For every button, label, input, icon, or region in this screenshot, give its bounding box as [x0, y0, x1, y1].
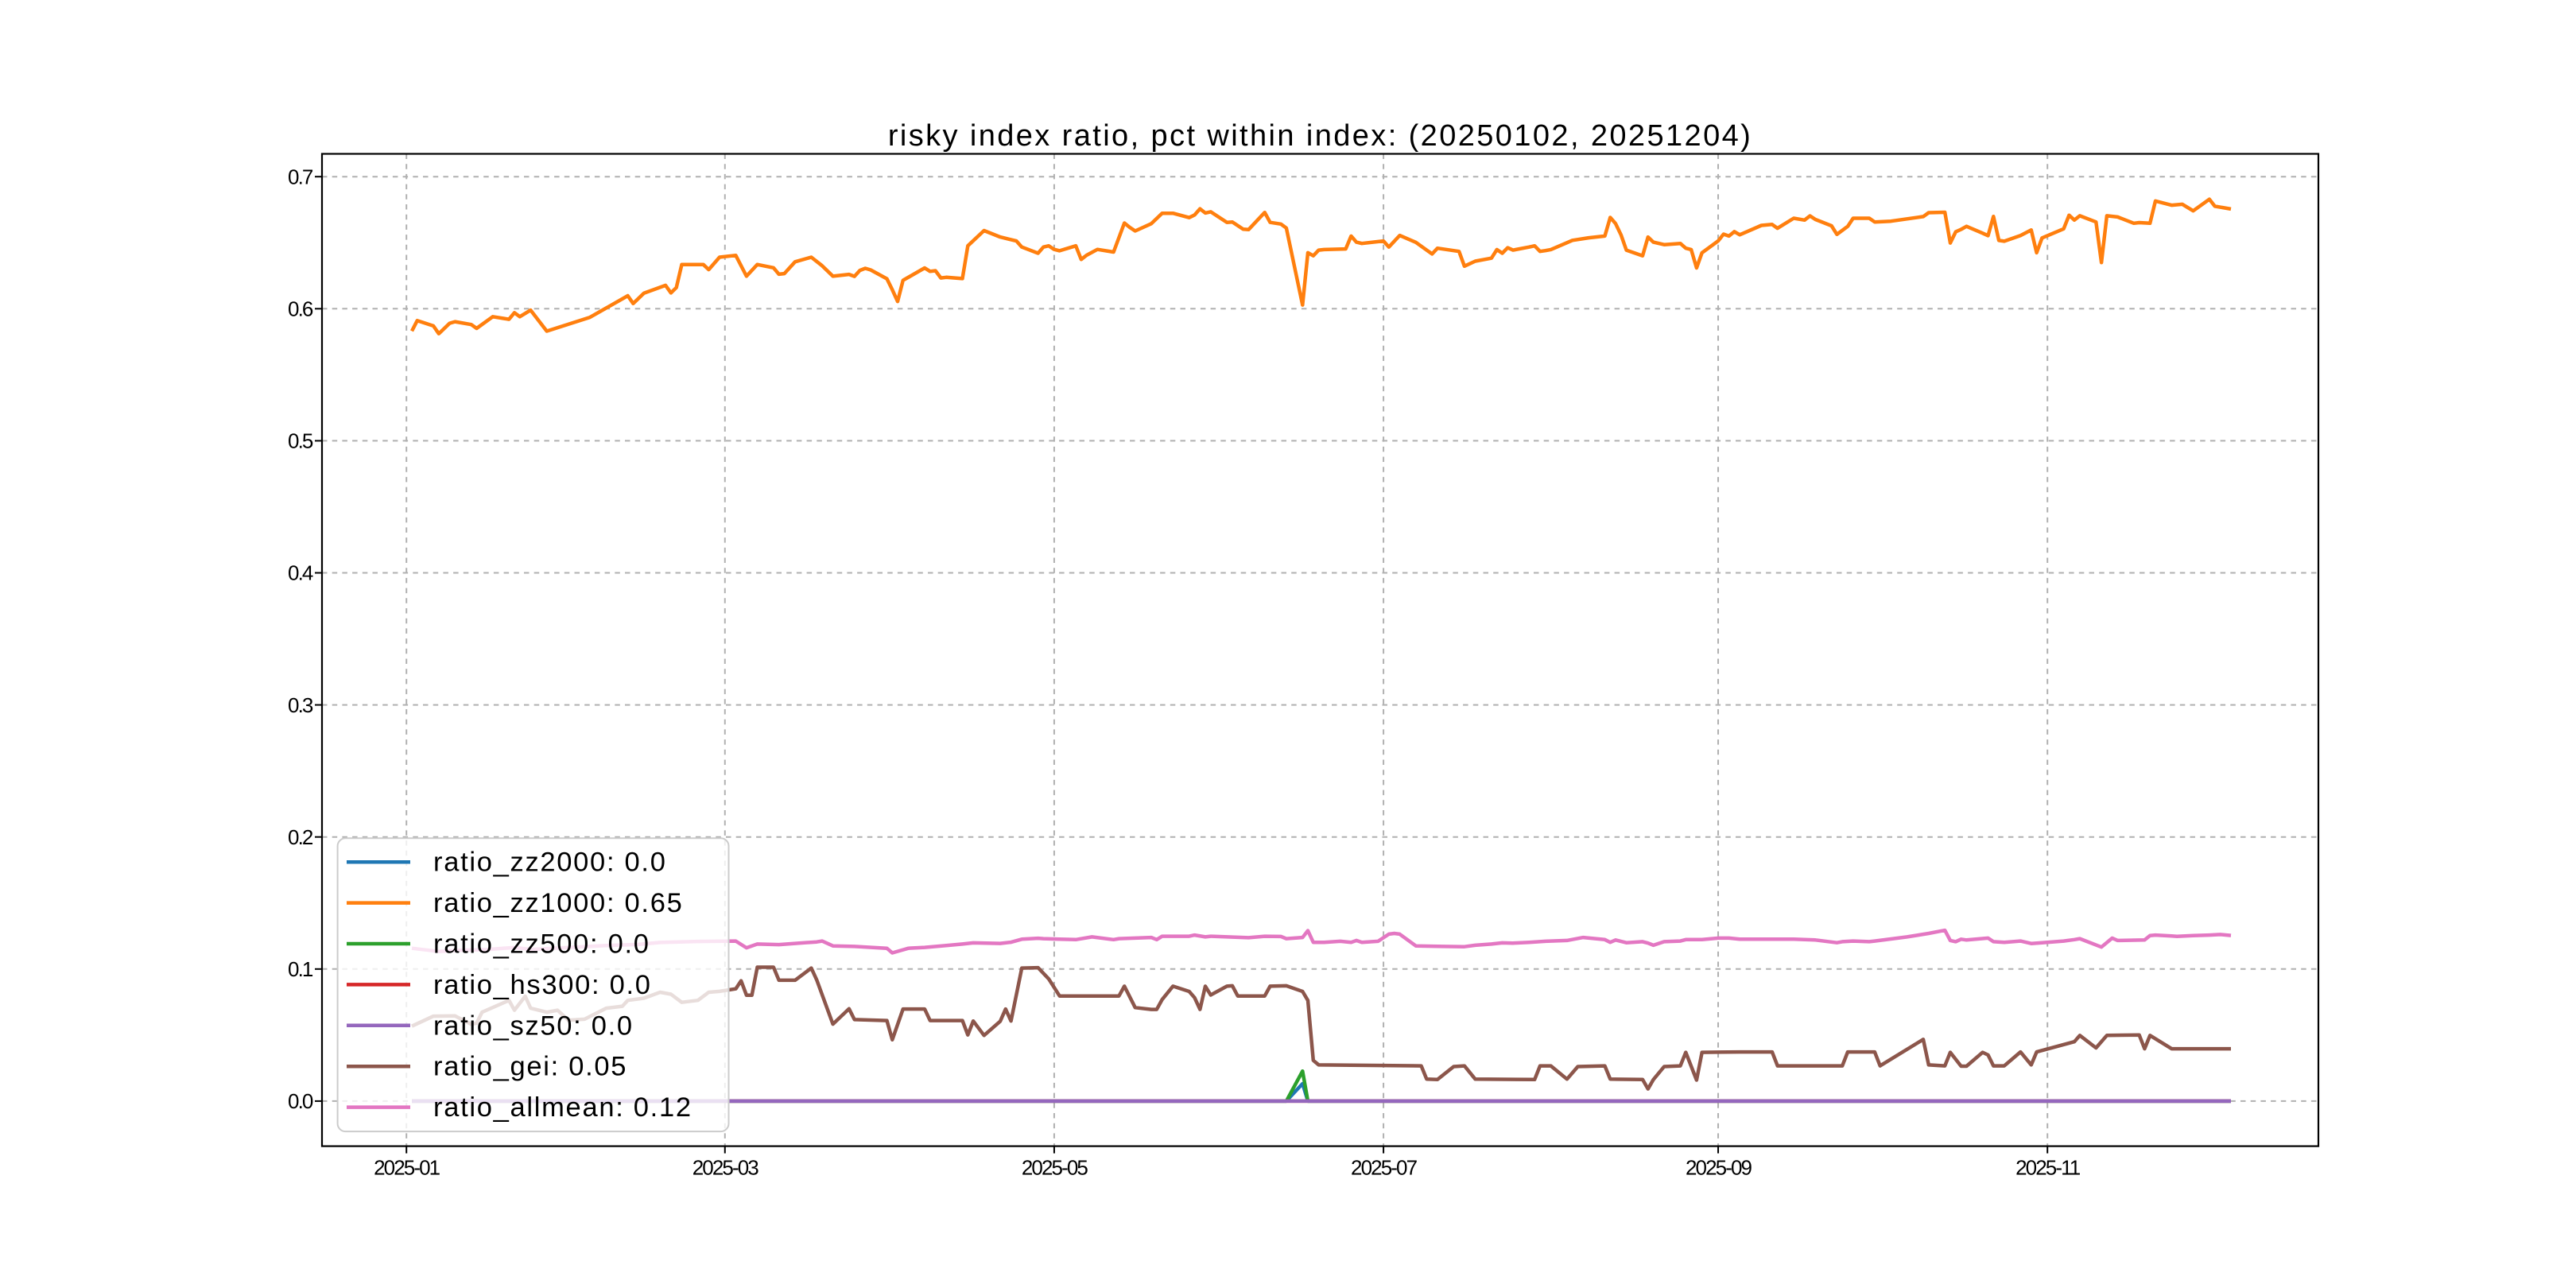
plot-border: [320, 153, 2320, 1147]
series-line-ratio_allmean: [411, 928, 2232, 955]
y-tick-label: 0.7: [288, 165, 313, 188]
y-tick-label: 0.1: [288, 957, 313, 981]
legend: ratio_zz2000: 0.0 ratio_zz1000: 0.65 ratio…: [336, 837, 730, 1133]
legend-label: ratio_allmean: 0.12: [433, 1092, 692, 1123]
legend-label: ratio_zz2000: 0.0: [433, 848, 667, 878]
x-tick-label: 2025-09: [1686, 1156, 1752, 1180]
y-tick-label: 0.6: [288, 297, 313, 321]
chart-title: risky index ratio, pct within index: (20…: [888, 119, 1752, 153]
x-tick-label: 2025-11: [2015, 1156, 2081, 1180]
x-tick-label: 2025-05: [1022, 1156, 1088, 1180]
legend-label: ratio_zz1000: 0.65: [433, 888, 683, 918]
grid-layer: [322, 153, 2318, 1146]
legend-label: ratio_gei: 0.05: [433, 1052, 627, 1082]
tick-layer: 2025-01 2025-03 2025-05 2025-07 2025-09 2025-…: [288, 165, 2082, 1180]
legend-label: ratio_zz500: 0.0: [433, 929, 650, 960]
series-line-ratio_zz1000: [409, 197, 2232, 336]
x-tick-label: 2025-07: [1351, 1156, 1418, 1180]
y-tick-label: 0.5: [288, 429, 313, 453]
x-tick-label: 2025-01: [374, 1156, 440, 1180]
y-tick-label: 0.0: [288, 1089, 313, 1113]
legend-label: ratio_sz50: 0.0: [433, 1011, 634, 1041]
legend-label: ratio_hs300: 0.0: [433, 970, 652, 1000]
y-tick-label: 0.4: [288, 561, 313, 585]
x-tick-label: 2025-03: [692, 1156, 759, 1180]
series-layer: [409, 197, 2232, 1104]
y-tick-label: 0.2: [288, 825, 313, 849]
legend-box: [336, 837, 730, 1133]
y-tick-label: 0.3: [288, 693, 313, 717]
